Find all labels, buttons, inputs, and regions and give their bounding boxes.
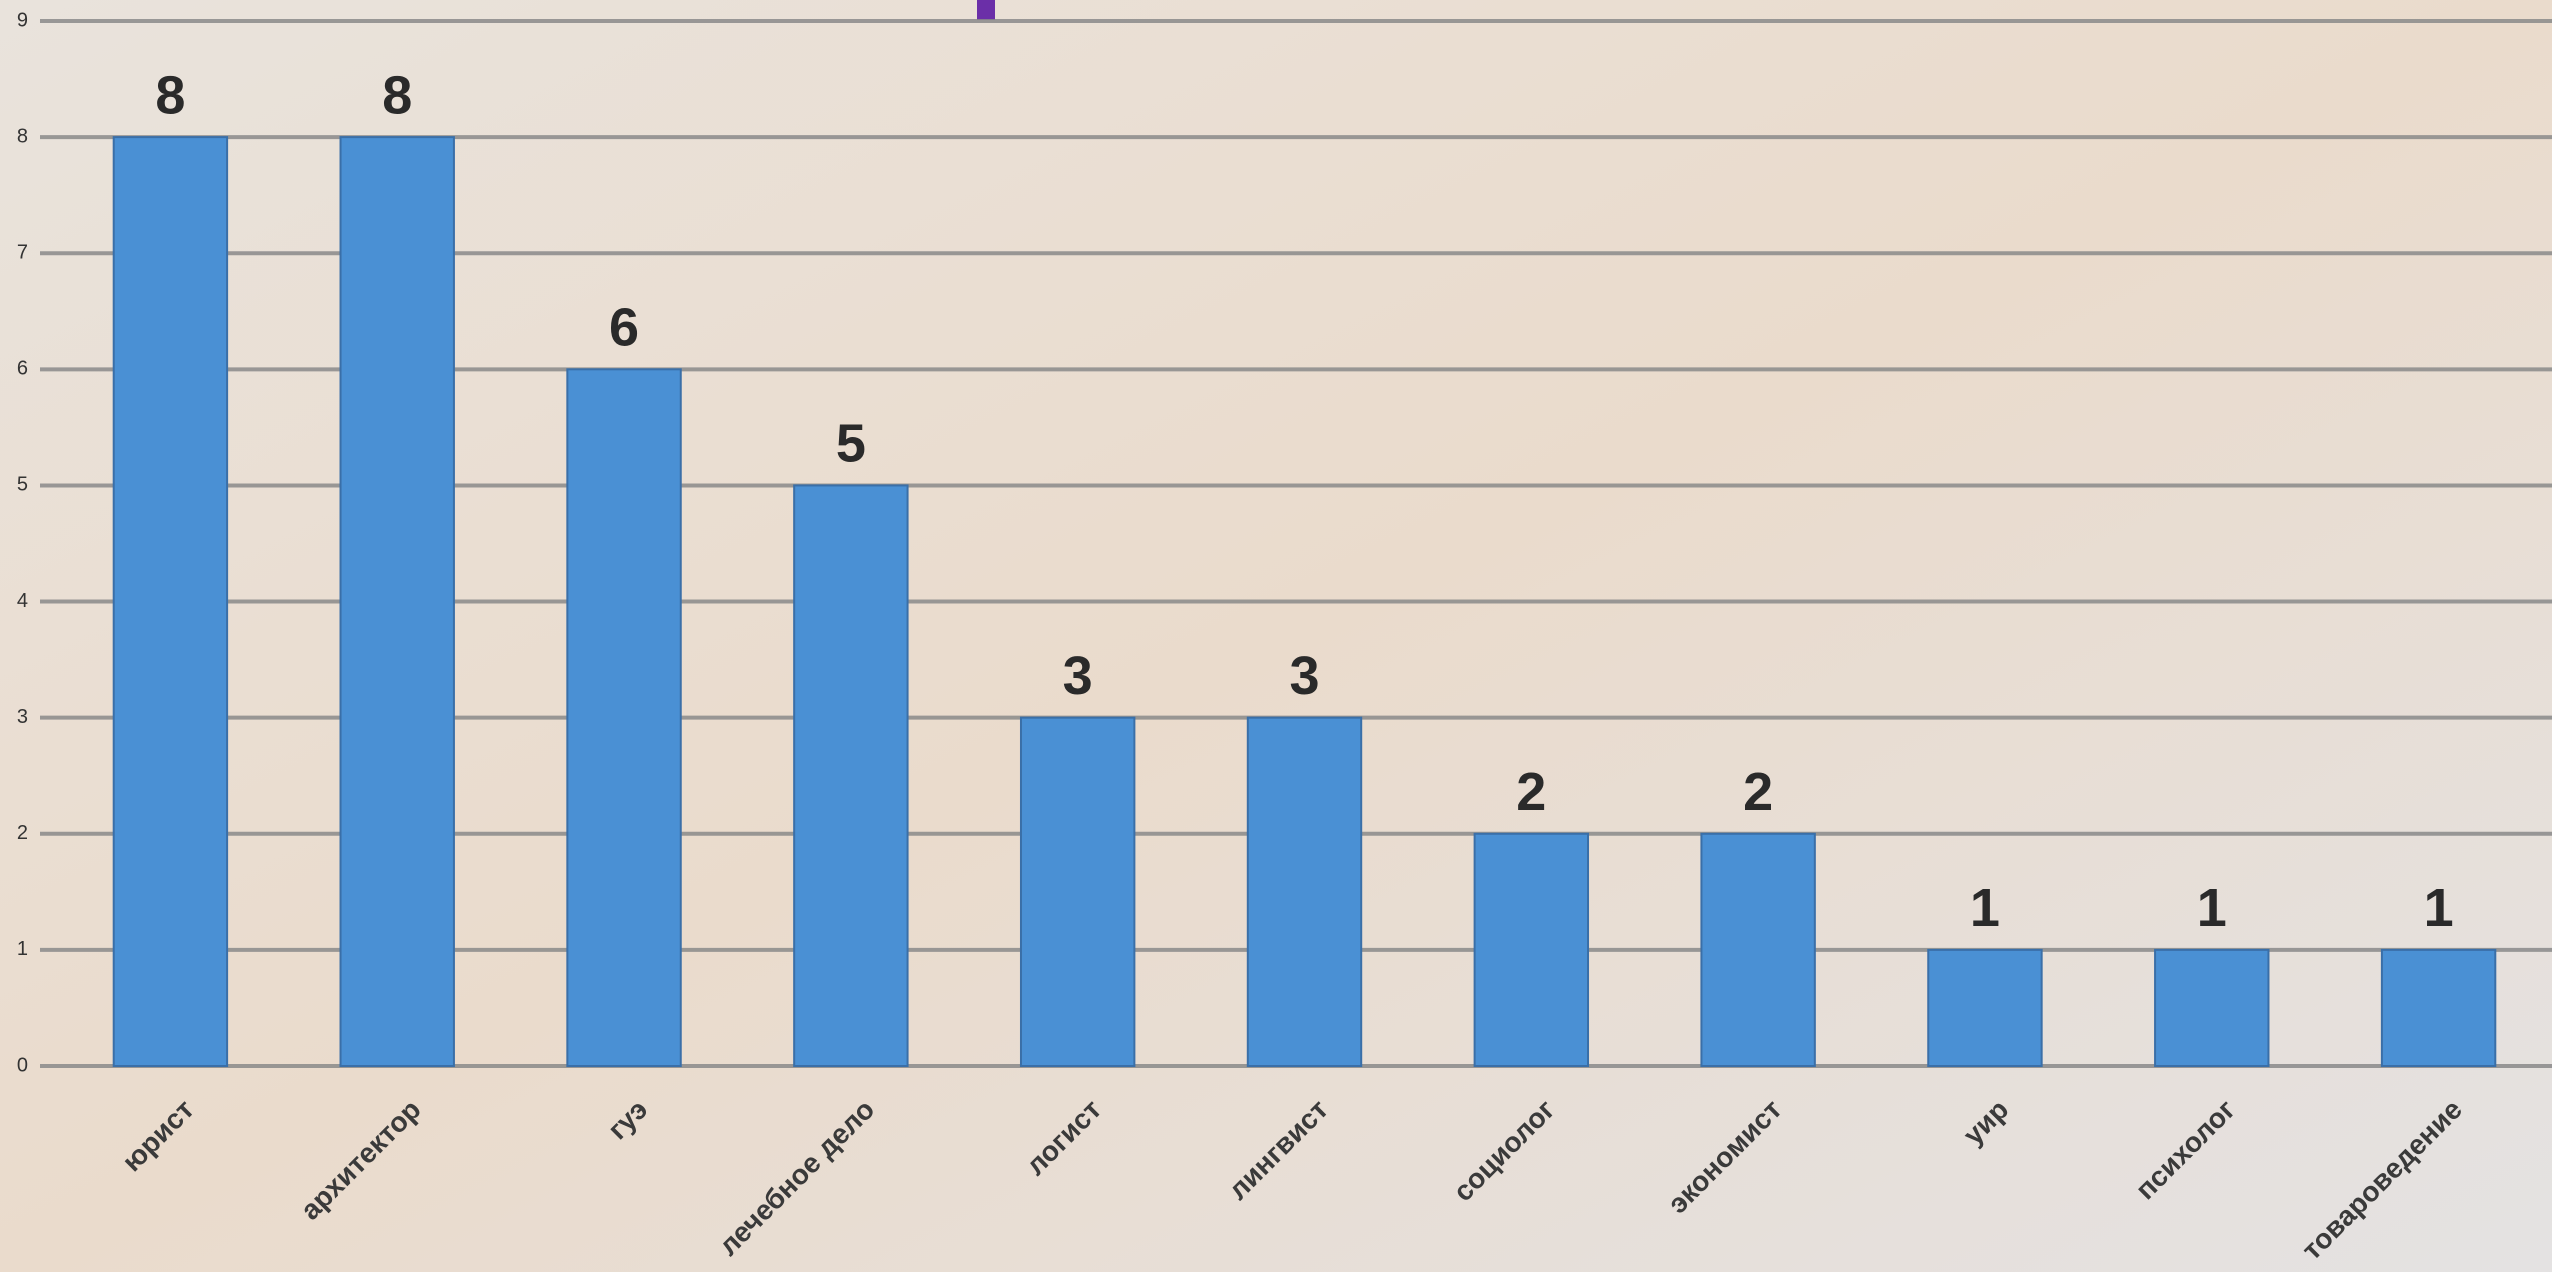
bar [1246, 716, 1363, 1068]
value-label: 1 [2424, 878, 2454, 938]
value-label: 1 [1970, 878, 2000, 938]
y-tick-label: 2 [17, 822, 28, 844]
marker [977, 0, 995, 20]
bar [1019, 716, 1136, 1068]
value-label: 8 [155, 65, 185, 125]
bar [1473, 832, 1590, 1067]
bar [112, 136, 229, 1068]
y-tick-label: 3 [17, 706, 28, 728]
y-tick-label: 0 [17, 1054, 28, 1076]
value-label: 6 [609, 298, 639, 358]
bar [2380, 948, 2497, 1068]
bar [793, 484, 909, 1067]
value-label: 2 [1516, 762, 1546, 822]
bar [1927, 948, 2043, 1068]
value-label: 3 [1289, 646, 1319, 706]
bar [2154, 948, 2270, 1068]
value-label: 5 [836, 414, 866, 474]
value-label: 3 [1063, 646, 1093, 706]
bar [566, 368, 682, 1068]
y-tick-label: 7 [17, 242, 28, 264]
bar [1700, 832, 1816, 1067]
y-tick-label: 6 [17, 358, 28, 380]
value-label: 8 [382, 65, 412, 125]
y-tick-label: 8 [17, 125, 28, 147]
y-tick-label: 1 [17, 938, 28, 960]
y-tick-label: 9 [17, 9, 28, 31]
y-tick-label: 5 [17, 474, 28, 496]
y-tick-label: 4 [17, 590, 28, 612]
bar [339, 136, 455, 1068]
value-label: 1 [2197, 878, 2227, 938]
value-label: 2 [1743, 762, 1773, 822]
